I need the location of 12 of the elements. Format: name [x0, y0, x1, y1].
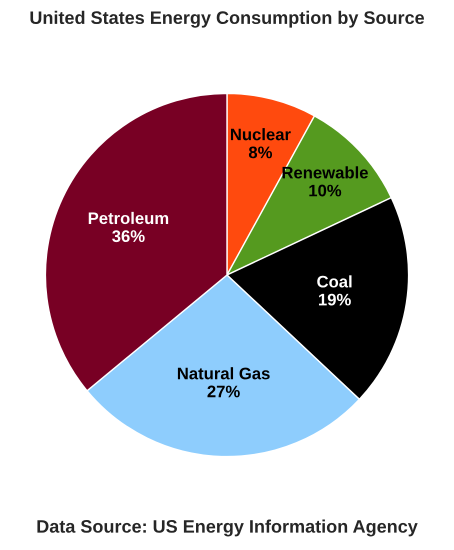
data-label: 19% [318, 294, 351, 306]
slice-label: Renewable [282, 166, 368, 179]
slice-label: Coal [317, 275, 352, 288]
chart-title: United States Energy Consumption by Source [30, 10, 424, 28]
data-label: 8% [248, 146, 272, 158]
data-label: 10% [309, 184, 342, 196]
slice-label: Natural Gas [178, 367, 270, 380]
data-label: 36% [112, 230, 145, 242]
slice-label: Petroleum [88, 212, 168, 224]
slice-label: Nuclear [230, 128, 291, 140]
data-label: 27% [207, 386, 240, 398]
source-note: Data Source: US Energy Information Agency [37, 520, 418, 536]
